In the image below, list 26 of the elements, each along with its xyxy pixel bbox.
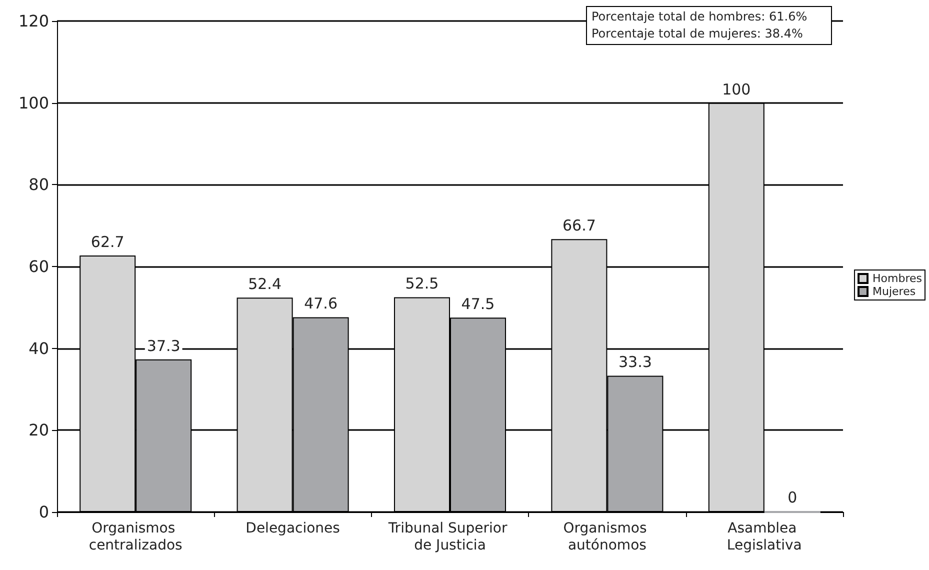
data-label: 37.3	[146, 336, 180, 355]
x-tick-label: Asamblea Legislativa	[726, 520, 802, 554]
data-label: 100	[722, 80, 751, 98]
y-tick-label: 20	[28, 420, 49, 440]
legend-label: Hombres	[872, 272, 922, 285]
annotation: Porcentaje total de mujeres: 38.4%	[592, 26, 803, 40]
data-label: 47.5	[461, 295, 495, 314]
annotation: Porcentaje total de hombres: 61.6%	[592, 10, 808, 24]
x-tick-label: Delegaciones	[246, 520, 340, 536]
y-tick-label: 0	[38, 502, 49, 522]
data-label: 47.6	[304, 294, 338, 313]
data-label: 66.7	[562, 216, 596, 235]
x-tick-label: Organismos centralizados	[88, 520, 182, 554]
y-tick-label: 100	[18, 93, 49, 112]
legend-label: Mujeres	[872, 285, 916, 298]
y-tick-label: 80	[28, 175, 49, 194]
y-tick-label: 40	[28, 338, 49, 358]
data-label: 33.3	[618, 353, 652, 372]
data-label: 0	[788, 488, 798, 506]
data-label: 62.7	[90, 232, 124, 251]
y-tick-label: 60	[28, 257, 49, 276]
data-label: 52.5	[405, 274, 439, 293]
x-tick-label: Organismos autónomos	[563, 520, 652, 554]
data-label: 52.4	[248, 275, 282, 294]
x-tick-label: Tribunal Superior de Justicia	[387, 520, 512, 554]
y-tick-label: 120	[18, 12, 49, 30]
